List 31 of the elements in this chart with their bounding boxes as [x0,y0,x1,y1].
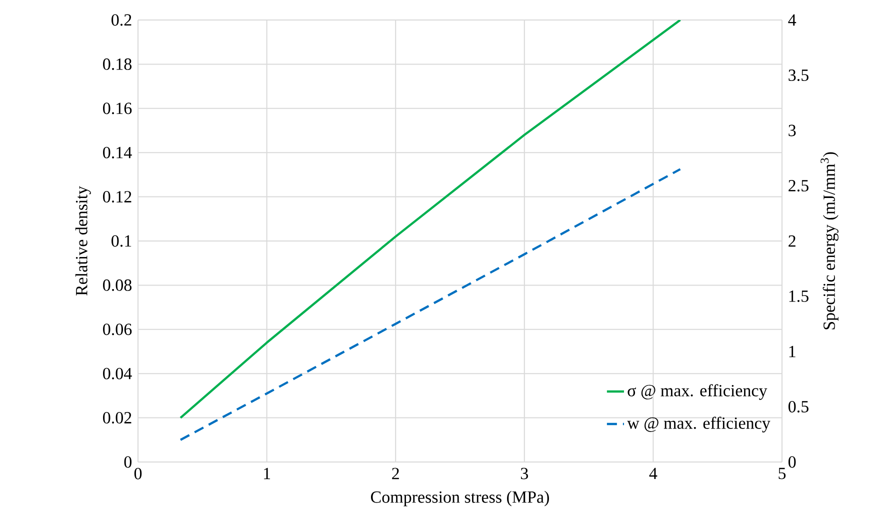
y2-tick-label: 0.5 [788,400,808,413]
y2-tick-label: 2 [788,235,796,247]
y-tick-label: 0.1 [112,235,132,247]
x-tick-label: 2 [392,468,399,480]
y-tick-label: 0.12 [103,191,132,203]
y-tick-label: 0.08 [103,279,132,291]
x-tick-label: 4 [649,468,658,480]
legend-label: w @ max. efficiency [627,416,770,432]
x-tick-label: 3 [520,468,528,480]
y2-tick-label: 0 [788,456,796,468]
y2-axis-title: Specific energy (mJ/mm$^{3}$) [820,152,838,330]
y-tick-label: 0.18 [103,58,132,70]
y2-tick-label: 4 [788,14,796,26]
x-tick-label: 5 [778,468,786,480]
y-tick-label: 0.04 [103,368,132,380]
y-axis-title: Relative density [75,186,91,296]
y2-tick-label: 3 [788,124,796,136]
y-tick-label: 0.06 [103,324,132,336]
y-tick-label: 0.2 [112,14,132,26]
y-tick-label: 0.16 [103,102,132,114]
x-tick-label: 1 [264,468,270,480]
y-tick-label: 0 [124,456,132,468]
y-tick-label: 0.02 [103,412,132,424]
y2-tick-label: 2.5 [788,180,808,192]
legend-label: σ @ max. efficiency [628,384,768,400]
y-tick-label: 0.14 [103,146,132,158]
x-axis-title: Compression stress (MPa) [370,490,549,506]
y2-tick-label: 1 [789,346,796,358]
y2-tick-label: 1.5 [789,290,808,302]
y2-tick-label: 3.5 [788,70,808,82]
x-tick-label: 0 [134,468,142,480]
